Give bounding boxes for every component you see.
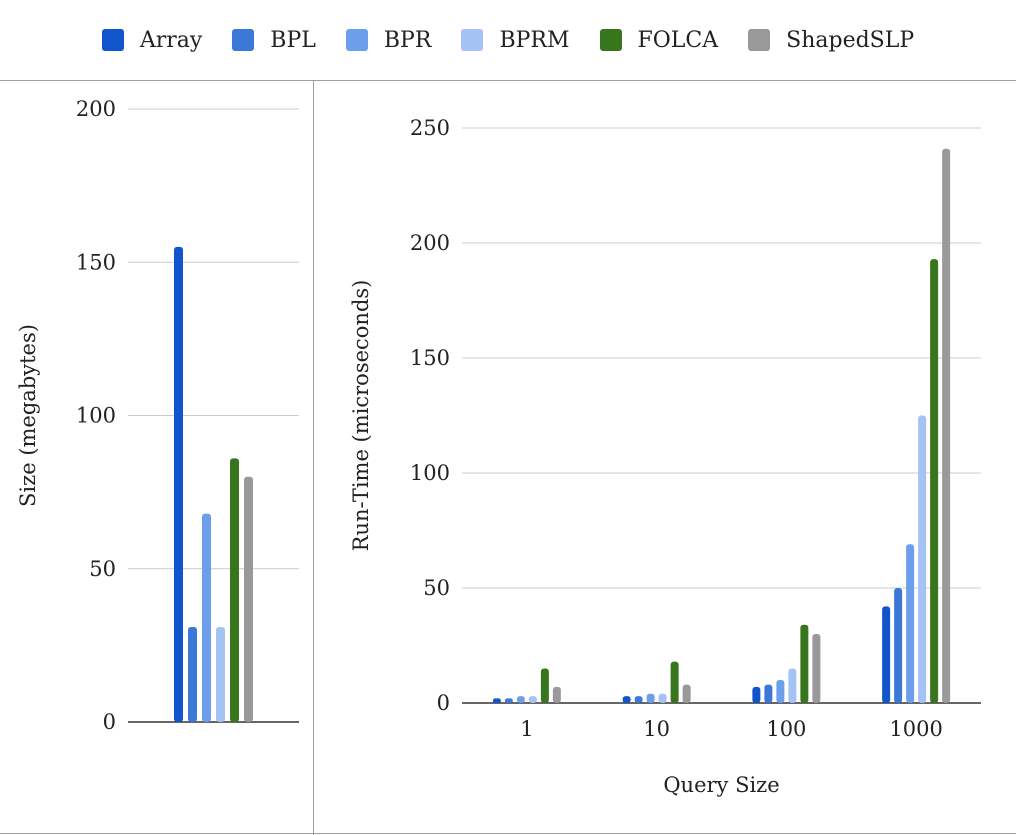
- bar-bprm-10: [658, 693, 667, 703]
- bar-shapedslp: [244, 476, 253, 722]
- bottom-divider: [0, 833, 1016, 834]
- legend-item-bpr: BPR: [345, 27, 432, 53]
- bar-folca-100: [800, 624, 809, 703]
- bar-bpr-100: [776, 680, 785, 703]
- legend-label: Array: [139, 27, 203, 53]
- y-tick-label: 150: [76, 250, 116, 274]
- legend-label: BPRM: [499, 27, 570, 53]
- y-tick-label: 100: [410, 461, 450, 485]
- bar-array-1000: [882, 606, 891, 703]
- legend-label: FOLCA: [637, 27, 719, 53]
- panel-divider: [313, 81, 314, 835]
- bar-bprm-1000: [918, 415, 927, 703]
- bar-folca-10: [670, 661, 679, 703]
- bar-bpr: [202, 513, 211, 722]
- legend-item-folca: FOLCA: [599, 27, 719, 53]
- y-axis-label: Size (megabytes): [16, 324, 40, 507]
- bar-folca-1: [540, 668, 549, 703]
- y-tick-label: 0: [437, 691, 450, 715]
- bar-array: [174, 246, 183, 723]
- legend-swatch: [461, 29, 484, 51]
- bar-bpr-1: [516, 696, 525, 703]
- bar-array-10: [622, 696, 631, 703]
- y-axis-label: Run-Time (microseconds): [349, 280, 373, 552]
- y-tick-label: 50: [423, 576, 450, 600]
- x-axis-label: Query Size: [663, 773, 779, 797]
- legend-swatch: [345, 29, 368, 51]
- bar-bpl-100: [764, 684, 773, 703]
- y-tick-label: 250: [410, 116, 450, 140]
- legend-item-array: Array: [101, 27, 203, 53]
- bar-bpl-1: [504, 698, 513, 703]
- x-tick-label: 10: [643, 717, 670, 741]
- bar-shapedslp-10: [682, 684, 691, 703]
- bar-shapedslp-1: [552, 686, 561, 703]
- bar-bprm-1: [528, 696, 537, 703]
- y-tick-label: 200: [76, 97, 116, 121]
- legend-swatch: [599, 29, 622, 51]
- bar-bprm: [216, 626, 225, 722]
- bar-bpr-10: [646, 693, 655, 703]
- bar-array-1: [492, 698, 501, 703]
- bar-shapedslp-1000: [942, 148, 951, 703]
- legend-item-shapedslp: ShapedSLP: [748, 28, 914, 53]
- bar-folca-1000: [930, 259, 939, 703]
- legend-swatch: [748, 29, 771, 51]
- y-tick-label: 200: [410, 231, 450, 255]
- x-tick-label: 1000: [889, 717, 942, 741]
- legend-swatch: [101, 29, 124, 51]
- legend-divider: [0, 80, 1016, 81]
- legend-item-bpl: BPL: [232, 28, 316, 53]
- x-tick-label: 1: [520, 717, 533, 741]
- legend-label: ShapedSLP: [786, 27, 915, 53]
- bar-array-100: [752, 686, 761, 703]
- y-tick-label: 50: [89, 557, 116, 581]
- legend-item-bprm: BPRM: [461, 27, 570, 53]
- bar-bpl-10: [634, 696, 643, 703]
- y-tick-label: 100: [76, 404, 116, 428]
- bar-bpr-1000: [906, 544, 915, 703]
- y-tick-label: 150: [410, 346, 450, 370]
- bar-bpl-1000: [894, 588, 903, 703]
- legend-label: BPR: [383, 27, 432, 53]
- y-tick-label: 0: [103, 710, 116, 734]
- bar-bpl: [188, 626, 197, 722]
- legend-label: BPL: [270, 27, 316, 53]
- bar-folca: [230, 458, 239, 722]
- x-tick-label: 100: [766, 717, 806, 741]
- legend-swatch: [232, 29, 255, 51]
- bar-shapedslp-100: [812, 634, 821, 703]
- bar-bprm-100: [788, 668, 797, 703]
- legend: Array BPL BPR BPRM FOLCA ShapedSLP: [0, 0, 1016, 80]
